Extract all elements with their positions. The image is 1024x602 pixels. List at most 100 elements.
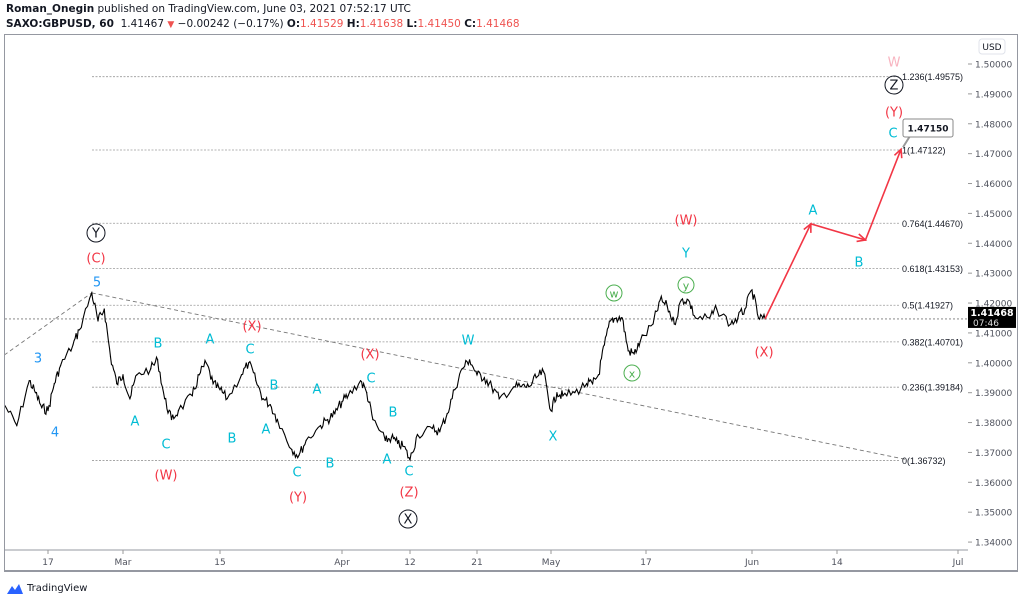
price-point (709, 317, 711, 319)
price-point (694, 317, 697, 319)
close-label: C: (464, 18, 477, 30)
projection-arrowhead (803, 222, 812, 233)
price-point (737, 317, 739, 319)
price-line (5, 288, 766, 462)
tradingview-logo[interactable]: TradingView (6, 582, 87, 595)
price-point (757, 317, 760, 319)
price-point (28, 380, 30, 382)
price-point (157, 359, 159, 361)
price-point (291, 448, 293, 451)
wave-label: A (206, 333, 215, 348)
last-price: 1.41467 (120, 18, 165, 30)
price-point (673, 323, 675, 325)
price-point (409, 459, 411, 461)
price-point (468, 359, 471, 361)
price-point (454, 389, 456, 391)
wave-label: B (855, 256, 864, 271)
wave-label-circle (605, 284, 623, 302)
price-tick-label: 1.40000 (975, 359, 1012, 369)
wave-label: Y (91, 227, 100, 242)
currency-badge[interactable] (978, 38, 1006, 55)
wave-label: X (404, 513, 413, 528)
price-point (219, 389, 221, 391)
fib-level-label: 1.236(1.49575) (902, 72, 963, 82)
price-point (591, 383, 594, 385)
price-point (659, 299, 661, 301)
price-point (72, 344, 74, 346)
price-tick-label: 1.45000 (975, 210, 1012, 220)
wave-label: C (245, 343, 254, 358)
price-point (439, 430, 441, 433)
wave-label: (W) (155, 469, 178, 484)
price-point (163, 398, 166, 400)
time-tick-label: 12 (404, 558, 415, 568)
price-point (384, 439, 386, 442)
price-tick-label: 1.39000 (975, 389, 1012, 399)
price-point (109, 356, 112, 358)
target-callout-box[interactable] (902, 118, 954, 138)
fib-level-label: 0.382(1.40701) (902, 337, 963, 347)
price-point (550, 410, 552, 412)
trendline[interactable] (4, 292, 93, 356)
price-point (366, 392, 368, 394)
author[interactable]: Roman_Onegin (6, 3, 95, 15)
wave-label: C (404, 465, 413, 480)
price-point (34, 392, 37, 394)
time-tick-label: 15 (214, 558, 225, 568)
fib-level-label: 0.236(1.39184) (902, 383, 963, 393)
price-point (191, 395, 193, 397)
price-point (372, 418, 374, 421)
price-point (298, 454, 300, 457)
wave-label: w (610, 288, 619, 301)
price-point (78, 329, 80, 331)
symbol[interactable]: SAXO:GBPUSD, 60 (6, 18, 114, 30)
wave-label: (Z) (399, 486, 418, 501)
price-tick-label: 1.34000 (975, 539, 1012, 549)
price-point (319, 424, 322, 427)
price-point (397, 442, 399, 445)
price-point (262, 398, 264, 400)
price-point (431, 427, 433, 430)
low-value: 1.41450 (417, 18, 461, 30)
price-point (520, 386, 523, 388)
price-point (305, 439, 307, 442)
price-point (639, 341, 641, 343)
wave-label: (Y) (289, 491, 307, 506)
currency-label: USD (982, 43, 1001, 53)
price-point (205, 362, 207, 364)
tradingview-logo-icon (7, 584, 23, 594)
time-tick-label: Mar (115, 558, 132, 568)
price-point (16, 424, 18, 427)
wave-label: A (313, 383, 322, 398)
price-tick-label: 1.48000 (975, 120, 1012, 130)
time-tick-label: May (542, 558, 561, 568)
fib-level-label: 0.618(1.43153) (902, 264, 963, 274)
price-point (240, 374, 243, 376)
wave-label: 4 (51, 426, 59, 441)
wave-label: C (888, 127, 897, 142)
price-point (116, 383, 118, 385)
high-label: H: (346, 18, 360, 30)
wave-label: y (683, 280, 690, 293)
target-callout-text: 1.47150 (908, 125, 949, 135)
price-point (103, 308, 105, 310)
price-point (483, 377, 485, 379)
price-tick-label: 1.49000 (975, 90, 1012, 100)
price-point (652, 323, 654, 325)
wave-label: (C) (86, 252, 105, 267)
price-point (461, 368, 463, 370)
price-point (136, 374, 138, 376)
price-tick-label: 1.43000 (975, 270, 1012, 280)
wave-label: W (888, 56, 901, 71)
trendline[interactable] (91, 292, 909, 461)
wave-label: Y (681, 247, 690, 262)
price-point (41, 407, 43, 409)
close-value: 1.41468 (476, 18, 520, 30)
projection-path[interactable] (764, 148, 902, 320)
price-point (535, 377, 537, 379)
price-point (597, 374, 600, 376)
down-triangle-icon: ▼ (167, 20, 175, 30)
plot-area[interactable] (4, 76, 968, 462)
price-point (4, 404, 5, 405)
